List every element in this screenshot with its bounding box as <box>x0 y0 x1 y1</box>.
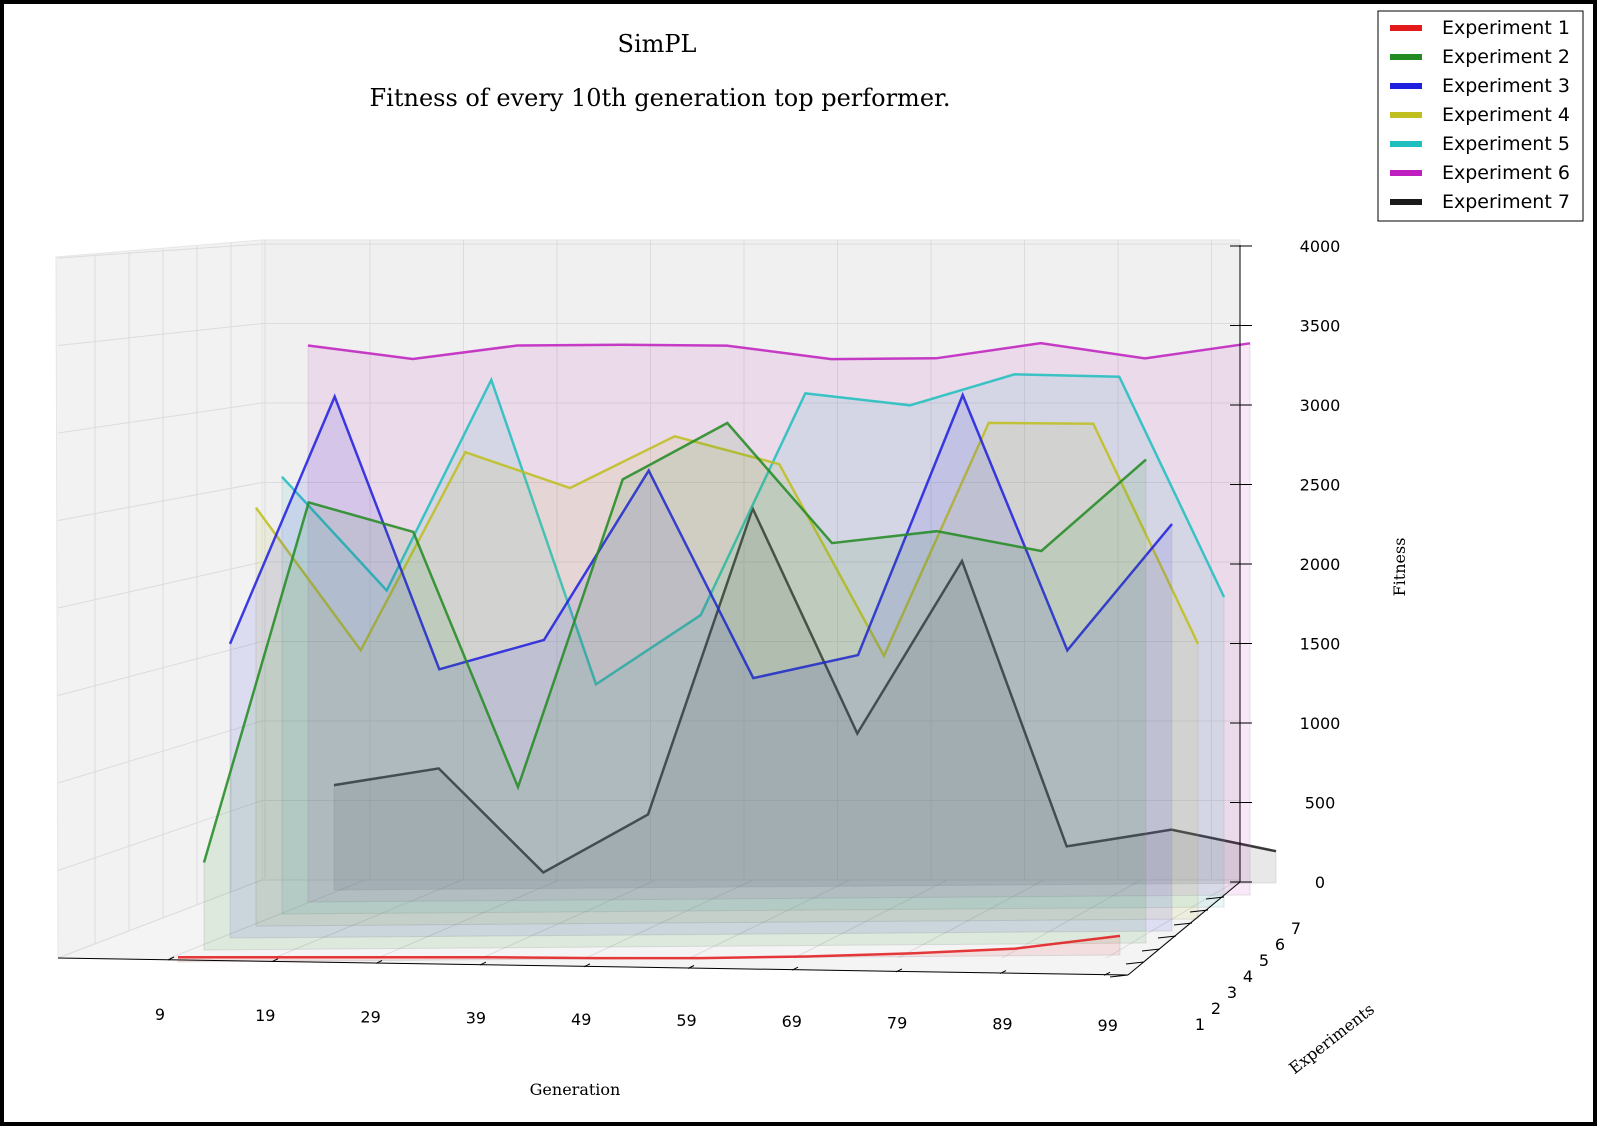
grid-line <box>273 879 463 959</box>
y-tick <box>1141 948 1161 952</box>
grid-line <box>57 482 263 521</box>
y-tick-label: 2 <box>1211 999 1221 1018</box>
y-tick <box>1189 909 1209 913</box>
x-tick <box>375 959 383 964</box>
grid-line <box>57 720 263 784</box>
x-tick-label: 9 <box>155 1005 165 1024</box>
z-axis-label: Fitness <box>1390 538 1409 597</box>
series-line-6 <box>307 341 1251 361</box>
x-axis-line <box>57 957 1129 976</box>
chart-subtitle: Fitness of every 10th generation top per… <box>370 84 951 112</box>
y-tick-label: 3 <box>1227 983 1237 1002</box>
z-tick-label: 1500 <box>1300 635 1341 654</box>
grid-line <box>377 879 560 959</box>
legend-swatch-3 <box>1390 83 1422 89</box>
y-tick-label: 4 <box>1243 967 1253 986</box>
y-tick <box>1125 961 1145 965</box>
legend-swatch-2 <box>1390 54 1422 60</box>
grid-line <box>57 800 263 871</box>
y-tick-label: 7 <box>1291 919 1301 938</box>
z-tick-label: 4000 <box>1300 237 1341 256</box>
z-tick-label: 3500 <box>1300 317 1341 336</box>
x-tick-label: 69 <box>782 1012 802 1031</box>
grid-line <box>689 879 851 959</box>
y-tick-label: 1 <box>1195 1015 1205 1034</box>
grid-line <box>169 879 366 959</box>
x-tick-label: 29 <box>360 1007 380 1026</box>
grid-line <box>585 879 754 959</box>
z-tick-label: 0 <box>1315 873 1325 892</box>
legend-label-2: Experiment 2 <box>1442 46 1570 68</box>
x-tick <box>687 965 695 969</box>
series-line-3 <box>228 391 1173 680</box>
legend-swatch-5 <box>1390 141 1422 147</box>
x-tick <box>583 963 591 968</box>
legend-swatch-4 <box>1390 112 1422 118</box>
series-line-4 <box>254 421 1200 659</box>
z-tick-label: 500 <box>1305 794 1336 813</box>
x-tick-label: 89 <box>992 1015 1012 1034</box>
z-tick-label: 2500 <box>1300 476 1341 495</box>
legend-label-6: Experiment 6 <box>1442 162 1570 184</box>
x-tick <box>167 956 175 961</box>
x-tick-label: 79 <box>887 1013 907 1032</box>
grid-line <box>57 323 263 346</box>
x-tick-label: 19 <box>255 1006 275 1025</box>
x-tick <box>1103 971 1111 976</box>
y-tick <box>1205 896 1225 900</box>
x-tick <box>271 958 279 963</box>
x-tick <box>791 966 799 971</box>
legend-label-4: Experiment 4 <box>1442 104 1570 126</box>
grid-line <box>1105 879 1239 959</box>
y-tick-label: 5 <box>1259 951 1269 970</box>
grid-line <box>57 243 263 259</box>
grid-line <box>57 641 263 696</box>
x-axis-label: Generation <box>530 1080 621 1099</box>
series-line-5 <box>281 373 1226 687</box>
x-tick-label: 49 <box>571 1010 591 1029</box>
y-tick-label: 6 <box>1275 935 1285 954</box>
legend-label-5: Experiment 5 <box>1442 133 1570 155</box>
y-tick <box>1173 922 1193 926</box>
x-tick-label: 99 <box>1098 1016 1118 1035</box>
x-tick-label: 39 <box>466 1009 486 1028</box>
grid-line <box>793 879 948 959</box>
chart-title: SimPL <box>618 30 697 58</box>
y-tick <box>1157 935 1177 939</box>
legend-label-7: Experiment 7 <box>1442 191 1570 213</box>
z-tick-label: 1000 <box>1300 714 1341 733</box>
x-tick-label: 59 <box>676 1011 696 1030</box>
x-tick <box>895 968 903 973</box>
grid-line <box>897 879 1045 959</box>
grid-line <box>481 879 657 959</box>
grid-line <box>1001 879 1142 959</box>
series-line-1 <box>178 934 1121 960</box>
z-tick-label: 3000 <box>1300 396 1341 415</box>
series-line-2 <box>202 421 1147 863</box>
legend-swatch-1 <box>1390 25 1422 31</box>
legend-label-3: Experiment 3 <box>1442 75 1570 97</box>
legend-label-1: Experiment 1 <box>1442 17 1570 39</box>
legend-swatch-7 <box>1390 199 1422 205</box>
grid-line <box>57 402 263 434</box>
y-tick <box>1109 974 1129 978</box>
grid-line <box>57 879 263 959</box>
x-tick <box>479 961 487 966</box>
x-tick <box>999 970 1007 975</box>
legend-swatch-6 <box>1390 170 1422 176</box>
grid-line <box>57 561 263 609</box>
z-tick-label: 2000 <box>1300 555 1341 574</box>
y-axis-label: Experiments <box>1285 1000 1378 1078</box>
series-line-7 <box>333 505 1277 875</box>
